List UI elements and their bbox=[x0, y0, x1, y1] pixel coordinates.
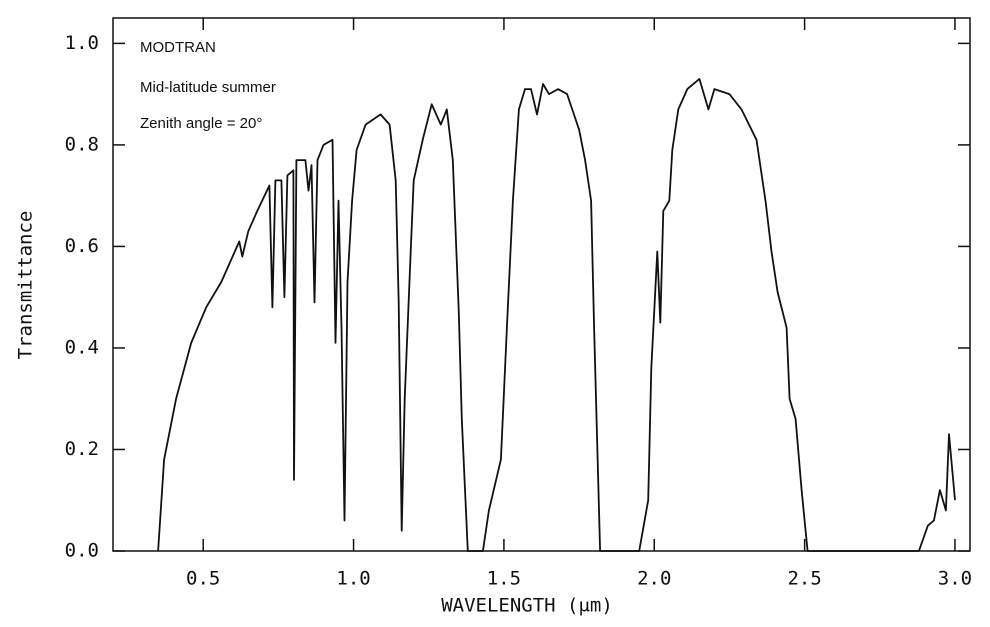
plot-frame bbox=[112, 17, 971, 552]
annotation: Mid-latitude summer bbox=[140, 79, 276, 96]
y-tick-label: 0.6 bbox=[65, 235, 99, 257]
x-tick-label: 0.5 bbox=[186, 568, 220, 590]
y-tick-label: 0.0 bbox=[65, 540, 99, 562]
y-tick-label: 0.8 bbox=[65, 133, 99, 155]
y-tick-label: 1.0 bbox=[65, 32, 99, 54]
x-tick-label: 2.0 bbox=[637, 568, 671, 590]
x-tick-label: 1.5 bbox=[487, 568, 521, 590]
transmittance-line bbox=[157, 78, 956, 552]
y-tick-label: 0.4 bbox=[65, 336, 99, 358]
x-tick-label: 2.5 bbox=[787, 568, 821, 590]
y-tick-label: 0.2 bbox=[65, 438, 99, 460]
y-axis-label: Transmittance bbox=[15, 211, 37, 360]
x-tick-label: 3.0 bbox=[938, 568, 972, 590]
annotation: Zenith angle = 20° bbox=[140, 115, 262, 132]
x-tick-label: 1.0 bbox=[336, 568, 370, 590]
annotation: MODTRAN bbox=[140, 39, 216, 56]
x-axis-label: WAVELENGTH (μm) bbox=[441, 595, 613, 617]
